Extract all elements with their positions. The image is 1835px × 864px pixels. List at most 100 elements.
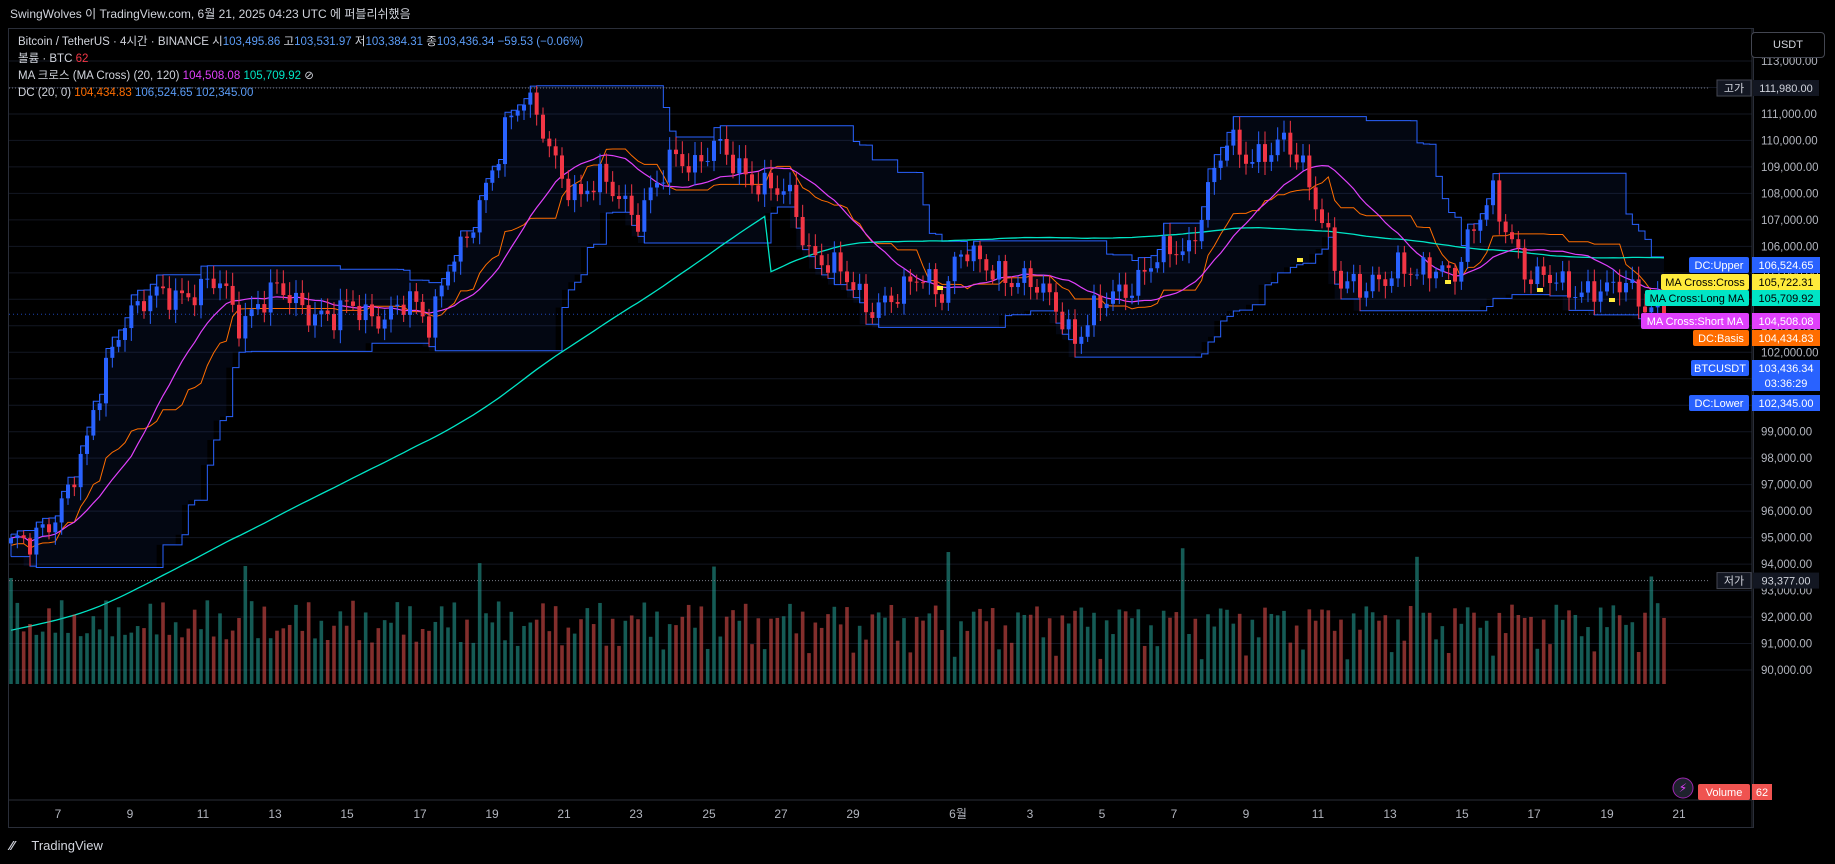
indicator-name-label: MA Cross:Cross [1665,277,1745,289]
candle-body [205,278,210,280]
volume-bar [845,607,849,684]
volume-bar [458,642,463,684]
volume-bar [933,605,938,684]
candle-body [718,138,723,141]
candle-body [788,184,792,192]
price-tick-label: 102,000.00 [1761,347,1819,359]
volume-bar [1358,629,1362,684]
candle-body [1617,281,1622,293]
candle-body [446,271,450,286]
volume-bar [971,611,976,684]
volume-bar [496,601,501,684]
volume-bar [1301,649,1305,684]
candle-body [1244,154,1248,164]
volume-bar [718,636,723,684]
lightning-icon[interactable] [1672,777,1694,799]
currency-button[interactable]: USDT [1751,32,1825,58]
volume-bar [205,600,210,684]
volume-bar [1535,648,1540,684]
volume-bar [1098,658,1103,684]
candle-body [623,195,628,199]
candle-body [1307,155,1312,188]
candle-body [1440,265,1445,272]
dc-row[interactable]: DC (20, 0) 104,434.83 106,524.65 102,345… [18,85,583,102]
volume-bar [484,613,488,684]
volume-bar [110,636,115,684]
lightning-glyph: ⚡ [1679,781,1687,795]
volume-bar [781,616,786,684]
candle-body [1098,295,1103,309]
candle-body [547,138,552,147]
ma-cross-row[interactable]: MA 크로스 (MA Cross) (20, 120) 104,508.08 1… [18,68,583,85]
dc-lower-value: 102,345.00 [195,87,254,99]
candle-body [458,236,463,262]
candle-body [1377,274,1381,280]
volume-bar [1149,625,1153,684]
volume-bar [1123,611,1128,684]
candle-body [598,163,602,193]
volume-bar [724,616,729,684]
candle-body [1592,281,1597,302]
volume-bar [775,617,780,684]
volume-bar [357,640,362,684]
candle-body [946,281,951,303]
volume-bar [629,615,634,684]
dc-upper-line [11,85,1664,535]
tradingview-footer[interactable]: ⁄⁄ TradingView [10,838,103,853]
candle-body [1225,145,1229,161]
candle-body [927,269,932,283]
volume-bar [34,634,39,684]
volume-bar [591,624,596,684]
candle-body [287,295,292,304]
volume-bar [1332,630,1337,684]
volume-bar [623,620,628,684]
volume-bar [1377,620,1381,684]
candle-body [762,172,767,195]
candle-body [110,346,115,358]
volume-bar [553,606,558,684]
volume-bar [1649,576,1654,684]
candle-body [1421,257,1426,275]
candle-body [1567,271,1571,298]
volume-bar [1054,655,1058,684]
volume-bar [376,628,381,684]
indicator-value-label: 106,524.65 [1758,260,1813,272]
chart-pane[interactable] [8,28,1754,828]
volume-bar [667,624,672,684]
volume-bar [914,616,919,684]
candle-body [1351,273,1356,282]
volume-bar [465,619,469,684]
volume-bar [1237,613,1242,684]
symbol-name[interactable]: Bitcoin / TetherUS · 4시간 · BINANCE [18,36,209,48]
dc-label: DC (20, 0) [18,87,72,99]
visibility-off-icon[interactable]: ⊘ [304,70,314,82]
volume-bar [1522,617,1527,684]
candle-body [224,283,229,286]
time-tick-label: 19 [485,807,499,821]
candle-body [180,290,184,294]
candle-body [876,302,881,318]
volume-bar [1478,627,1483,684]
candle-body [21,535,26,539]
candle-body [1187,240,1191,252]
volume-bar [851,652,856,684]
volume-bar [1465,607,1470,684]
volume-bar [1256,637,1261,684]
volume-bar [287,624,292,684]
marker-value-box [1753,572,1819,589]
indicator-name-label: MA Cross:Long MA [1650,293,1745,305]
candle-body [851,282,856,290]
candle-body [1028,268,1033,288]
candle-body [1079,336,1084,344]
candle-body [769,172,773,189]
volume-bar [1415,556,1419,684]
volume-row[interactable]: 볼륨 · BTC 62 [18,51,583,68]
volume-bar [1579,636,1584,684]
candle-body [832,252,837,273]
ma-long-value: 105,709.92 [243,70,301,82]
volume-bar [243,566,248,684]
indicator-name-label: BTCUSDT [1694,363,1746,375]
publish-header: SwingWolves 이 TradingView.com, 6월 21, 20… [0,0,1835,28]
candle-body [1009,282,1014,288]
